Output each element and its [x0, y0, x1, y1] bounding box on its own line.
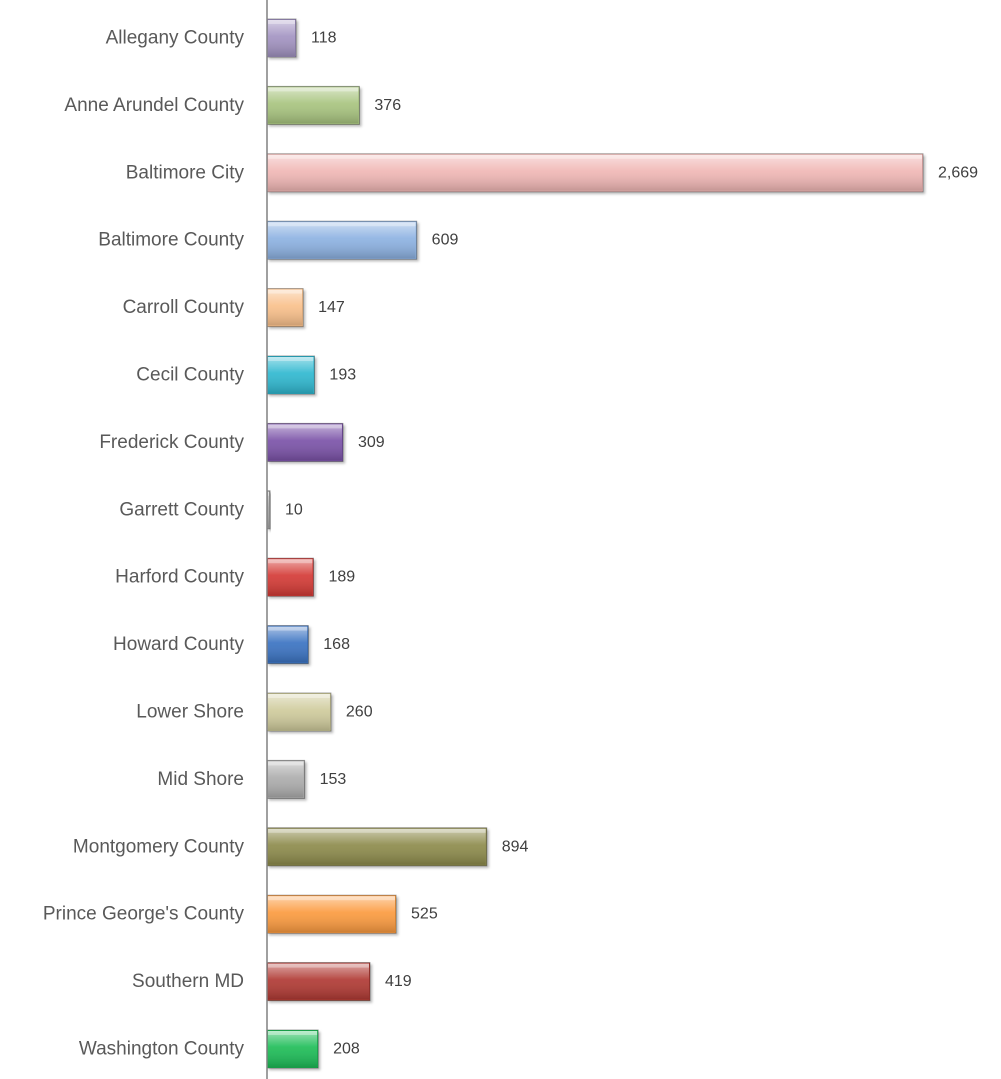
bar-highlight [268, 963, 369, 1000]
bar-bevel [268, 222, 416, 227]
bar-bevel [268, 963, 369, 968]
category-label-montgomery-county: Montgomery County [73, 836, 245, 857]
bar-southern-md [266, 962, 371, 1002]
category-label-garrett-county: Garrett County [119, 499, 244, 520]
bar-anne-arundel-county [266, 85, 360, 125]
bar-mid-shore [266, 759, 306, 799]
category-label-allegany-county: Allegany County [106, 28, 245, 49]
bar-baltimore-county [266, 220, 418, 260]
value-labels: 118 376 2,669 609 147 193 309 10 189 168 260 153 894… [285, 30, 978, 1058]
bar-highlight [268, 694, 330, 730]
bar-highlight [268, 626, 308, 663]
value-label-lower-shore: 260 [346, 704, 373, 721]
value-label-prince-george-s-county: 525 [411, 906, 438, 923]
value-label-washington-county: 208 [333, 1041, 360, 1058]
category-label-baltimore-city: Baltimore City [126, 162, 245, 183]
bar-bevel [268, 896, 396, 901]
bar-highlight [268, 828, 486, 865]
category-label-frederick-county: Frederick County [99, 432, 244, 453]
bar-bevel [268, 1031, 318, 1035]
category-label-carroll-county: Carroll County [123, 297, 245, 318]
bars-layer [266, 18, 924, 1069]
category-label-mid-shore: Mid Shore [157, 769, 244, 790]
bar-bevel [268, 424, 342, 429]
category-label-lower-shore: Lower Shore [136, 702, 244, 723]
bar-highlight [268, 289, 303, 326]
bar-montgomery-county [266, 827, 488, 867]
bar-highlight [268, 87, 359, 124]
bar-highlight [268, 896, 396, 933]
value-label-allegany-county: 118 [311, 30, 337, 47]
category-label-baltimore-county: Baltimore County [98, 230, 244, 251]
value-label-southern-md: 419 [385, 973, 412, 990]
category-label-southern-md: Southern MD [132, 971, 244, 992]
bar-bevel [268, 828, 486, 833]
bar-allegany-county [266, 18, 297, 58]
bar-highlight [268, 154, 922, 191]
bar-bevel [268, 87, 359, 92]
bar-bevel [268, 154, 922, 159]
bar-washington-county [266, 1029, 319, 1069]
value-label-carroll-county: 147 [318, 299, 345, 316]
bar-highlight [268, 222, 416, 259]
bar-highlight [268, 1031, 318, 1067]
bar-bevel [268, 357, 314, 361]
value-label-anne-arundel-county: 376 [374, 97, 401, 114]
bar-highlight [268, 761, 304, 798]
category-label-cecil-county: Cecil County [136, 365, 244, 386]
bar-cecil-county [266, 355, 315, 395]
bar-bevel [268, 20, 296, 24]
value-label-baltimore-county: 609 [432, 232, 459, 249]
category-labels: Allegany County Anne Arundel County Baltim… [43, 28, 245, 1060]
bar-highlight [268, 20, 296, 56]
bar-prince-george-s-county [266, 894, 397, 934]
category-label-anne-arundel-county: Anne Arundel County [64, 95, 244, 116]
bar-highlight [268, 424, 342, 461]
value-label-garrett-county: 10 [285, 501, 303, 518]
value-label-montgomery-county: 894 [502, 838, 529, 855]
bar-baltimore-city [266, 153, 924, 193]
bar-highlight [268, 559, 313, 596]
value-label-mid-shore: 153 [320, 771, 347, 788]
category-label-prince-george-s-county: Prince George's County [43, 904, 245, 925]
value-label-cecil-county: 193 [329, 367, 356, 384]
bar-highlight [268, 357, 314, 393]
category-label-howard-county: Howard County [113, 634, 244, 655]
bar-bevel [268, 761, 304, 766]
bar-highlight [268, 491, 269, 528]
bar-harford-county [266, 557, 314, 597]
bar-howard-county [266, 625, 309, 665]
value-label-harford-county: 189 [328, 569, 355, 586]
bar-carroll-county [266, 288, 304, 328]
bar-bevel [268, 626, 308, 631]
category-label-harford-county: Harford County [115, 567, 244, 588]
bar-bevel [268, 559, 313, 564]
value-label-frederick-county: 309 [358, 434, 385, 451]
bar-bevel [268, 491, 269, 496]
category-label-washington-county: Washington County [79, 1039, 245, 1060]
value-label-baltimore-city: 2,669 [938, 164, 978, 181]
bar-lower-shore [266, 692, 332, 732]
bar-frederick-county [266, 422, 344, 462]
value-label-howard-county: 168 [323, 636, 350, 653]
bar-bevel [268, 289, 303, 294]
bar-bevel [268, 694, 330, 698]
